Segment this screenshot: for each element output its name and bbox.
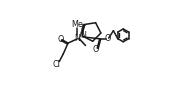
- Text: N: N: [81, 31, 86, 40]
- Text: Cl: Cl: [53, 60, 61, 69]
- Text: O: O: [93, 45, 99, 54]
- Text: O: O: [57, 35, 63, 44]
- Text: Me: Me: [71, 20, 83, 29]
- Polygon shape: [79, 24, 86, 39]
- Text: O: O: [104, 34, 111, 43]
- Text: N: N: [74, 34, 80, 43]
